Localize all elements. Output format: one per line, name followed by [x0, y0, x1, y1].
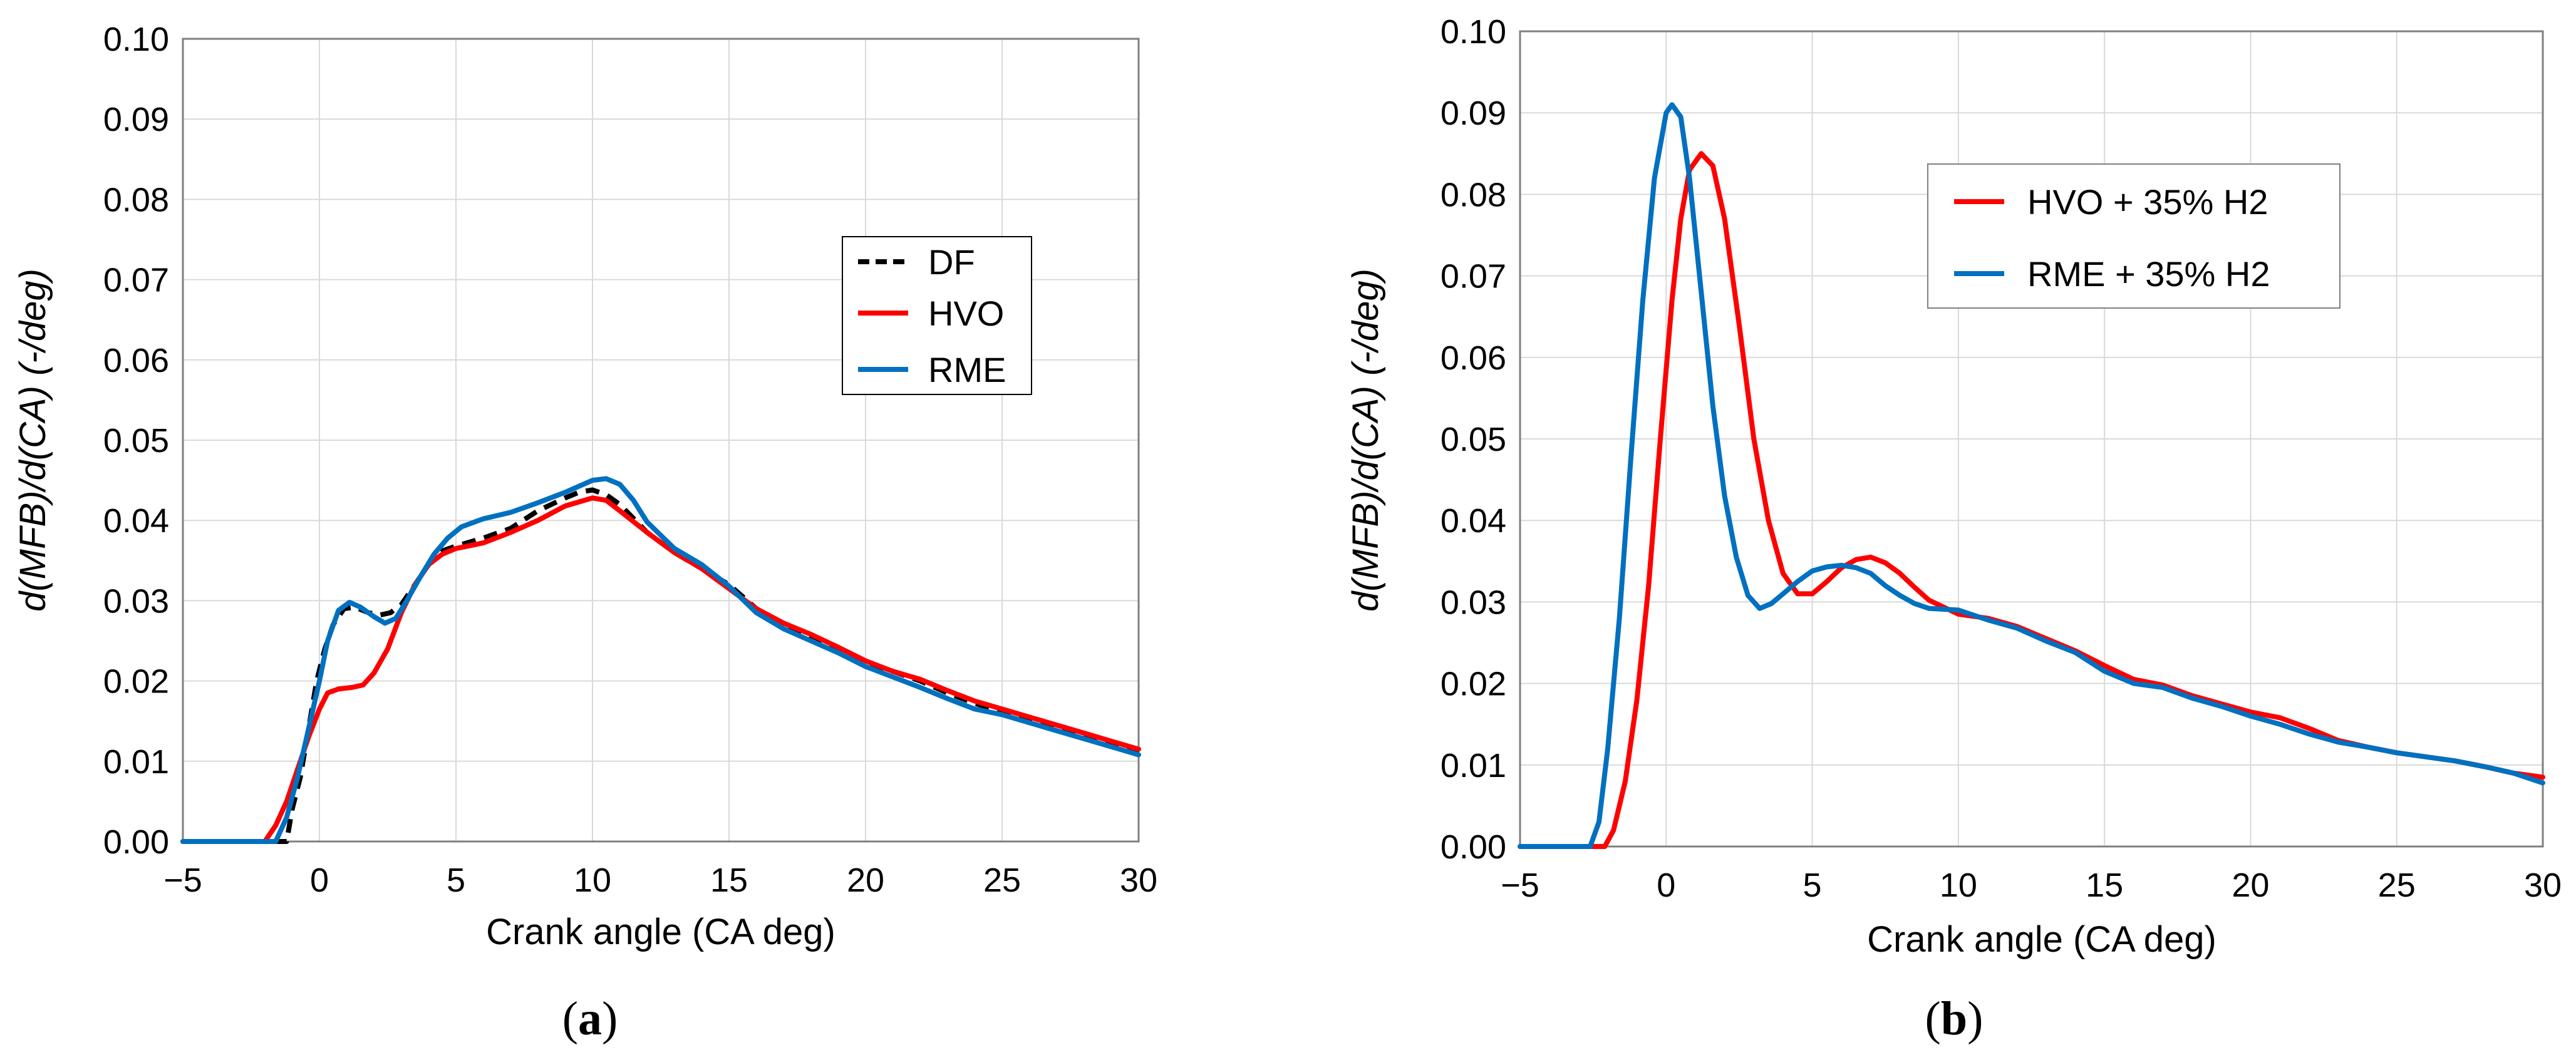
- chart-a-y-tick-label: 0.05: [103, 422, 169, 460]
- chart-a-x-tick-label: 20: [847, 862, 884, 899]
- chart-a-x-ticks: −5 0 5 10 15 20 25 30: [163, 862, 1157, 899]
- chart-b-series-hvo-35-h2: [1518, 151, 2545, 849]
- chart-b-y-tick-label: 0.05: [1441, 421, 1506, 458]
- chart-a-x-tick-label: 25: [983, 862, 1021, 899]
- chart-a-x-tick-label: 5: [447, 862, 465, 899]
- chart-a-series-df: [183, 487, 1140, 844]
- chart-b-y-axis-label: d(MFB)/d(CA) (-/deg): [1345, 269, 1386, 612]
- chart-b-y-tick-label: 0.01: [1441, 747, 1506, 785]
- chart-b-y-ticks: 0.00 0.01 0.02 0.03 0.04 0.05 0.06 0.07 0.08 0.09…: [1441, 13, 1506, 866]
- chart-a-legend-label-rme: RME: [928, 350, 1006, 389]
- chart-a-plot-area: [182, 38, 1140, 843]
- chart-a-y-tick-label: 0.07: [103, 262, 169, 299]
- chart-b-y-tick-label: 0.02: [1441, 666, 1506, 703]
- chart-a-y-tick-label: 0.09: [103, 101, 169, 138]
- chart-a-y-tick-label: 0.10: [103, 21, 169, 58]
- chart-b-x-tick-label: 0: [1657, 867, 1675, 904]
- chart-a-y-tick-label: 0.01: [103, 743, 169, 781]
- chart-a-y-axis-label: d(MFB)/d(CA) (-/deg): [13, 269, 53, 612]
- chart-b: 0.00 0.01 0.02 0.03 0.04 0.05 0.06 0.07 0.08 0.09…: [1345, 13, 2562, 1045]
- chart-b-x-axis-label: Crank angle (CA deg): [1867, 919, 2216, 960]
- chart-a-y-tick-label: 0.02: [103, 663, 169, 701]
- chart-a-y-tick-label: 0.06: [103, 342, 169, 379]
- chart-a-y-tick-label: 0.00: [103, 823, 169, 861]
- chart-a-legend-label-df: DF: [928, 242, 975, 282]
- chart-b-y-tick-label: 0.04: [1441, 502, 1506, 540]
- chart-a-legend: DF HVO RME: [842, 236, 1032, 395]
- chart-b-plot-area: [1519, 30, 2544, 848]
- chart-b-y-tick-label: 0.08: [1441, 176, 1506, 214]
- chart-a-x-tick-label: 30: [1120, 862, 1157, 899]
- chart-b-legend-box: [1927, 163, 2341, 309]
- chart-b-y-tick-label: 0.06: [1441, 339, 1506, 377]
- chart-a-series-hvo: [180, 495, 1141, 844]
- chart-b-series: [1518, 102, 2545, 849]
- chart-b-x-tick-label: 25: [2378, 867, 2416, 904]
- chart-b-x-tick-label: 20: [2232, 867, 2269, 904]
- chart-b-series-rme-35-h2: [1518, 102, 2545, 849]
- chart-b-x-tick-label: 15: [2086, 867, 2123, 904]
- chart-a-series: [180, 476, 1141, 844]
- chart-a-x-tick-label: 15: [710, 862, 748, 899]
- chart-a-caption-letter: a: [578, 992, 602, 1045]
- chart-a-x-tick-label: 0: [310, 862, 329, 899]
- chart-a-y-tick-label: 0.04: [103, 502, 169, 540]
- chart-a: 0.00 0.01 0.02 0.03 0.04 0.05 0.06 0.07 0.08 0.09…: [13, 21, 1157, 1045]
- chart-b-caption: (b): [1925, 992, 1984, 1045]
- chart-b-legend-label-hvo-h2: HVO + 35% H2: [2027, 182, 2268, 222]
- chart-b-x-tick-label: 10: [1940, 867, 1977, 904]
- chart-b-legend-label-rme-h2: RME + 35% H2: [2027, 254, 2270, 294]
- chart-a-legend-label-hvo: HVO: [928, 294, 1004, 333]
- chart-a-caption: (a): [562, 992, 618, 1045]
- chart-b-y-tick-label: 0.07: [1441, 258, 1506, 296]
- chart-b-x-ticks: −5 0 5 10 15 20 25 30: [1501, 867, 2562, 904]
- chart-a-x-tick-label: 10: [574, 862, 611, 899]
- chart-b-x-tick-label: −5: [1501, 867, 1539, 904]
- chart-b-grid: [1520, 31, 2543, 846]
- chart-a-x-axis-label: Crank angle (CA deg): [486, 912, 835, 952]
- chart-b-x-tick-label: 30: [2524, 867, 2562, 904]
- chart-b-y-tick-label: 0.09: [1441, 95, 1506, 132]
- chart-b-y-tick-label: 0.00: [1441, 828, 1506, 866]
- chart-a-y-tick-label: 0.08: [103, 181, 169, 219]
- chart-b-y-tick-label: 0.03: [1441, 584, 1506, 621]
- chart-b-legend: HVO + 35% H2 RME + 35% H2: [1927, 163, 2341, 309]
- chart-b-caption-letter: b: [1941, 992, 1967, 1045]
- chart-a-y-tick-label: 0.03: [103, 582, 169, 620]
- chart-b-x-tick-label: 5: [1803, 867, 1822, 904]
- chart-a-grid: [183, 39, 1139, 841]
- chart-a-y-ticks: 0.00 0.01 0.02 0.03 0.04 0.05 0.06 0.07 0.08 0.09…: [103, 21, 169, 861]
- chart-a-series-rme: [180, 476, 1141, 844]
- chart-a-x-tick-label: −5: [163, 862, 202, 899]
- chart-b-y-tick-label: 0.10: [1441, 13, 1506, 51]
